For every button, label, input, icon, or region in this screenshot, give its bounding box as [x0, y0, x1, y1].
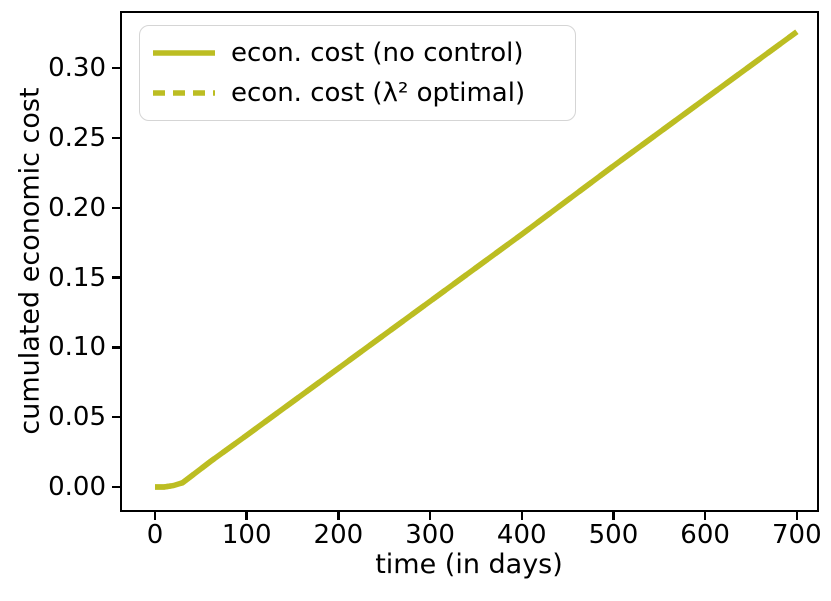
series-line-1 — [155, 29, 799, 490]
x-tick-label: 300 — [405, 520, 455, 550]
chart-lines — [155, 29, 799, 490]
y-tick-mark — [112, 66, 120, 70]
x-tick-label: 500 — [588, 520, 639, 550]
dashed-line-icon — [153, 90, 215, 96]
legend: econ. cost (no control) econ. cost (λ² o… — [139, 25, 576, 121]
y-tick-label: 0.25 — [48, 122, 106, 153]
y-tick-label: 0.20 — [48, 192, 106, 223]
x-tick-mark — [428, 512, 432, 520]
x-axis-label: time (in days) — [375, 549, 563, 580]
x-tick-label: 0 — [146, 520, 164, 550]
y-tick-mark — [112, 485, 120, 489]
x-tick-mark — [153, 512, 157, 520]
y-tick-label: 0.30 — [48, 53, 106, 84]
y-tick-label: 0.10 — [48, 332, 106, 363]
plot-area: econ. cost (no control) econ. cost (λ² o… — [120, 11, 819, 512]
x-tick-mark — [703, 512, 707, 520]
x-tick-mark — [795, 512, 799, 520]
y-tick-mark — [112, 206, 120, 209]
legend-item-optimal: econ. cost (λ² optimal) — [140, 78, 575, 108]
x-tick-mark — [245, 512, 248, 520]
y-tick-mark — [112, 415, 120, 419]
legend-label-no-control: econ. cost (no control) — [231, 38, 524, 68]
solid-line-icon — [153, 50, 215, 56]
x-tick-label: 700 — [772, 520, 822, 550]
x-tick-label: 200 — [313, 520, 364, 550]
x-tick-mark — [337, 512, 340, 520]
y-tick-label: 0.00 — [48, 471, 106, 502]
y-tick-mark — [112, 346, 120, 349]
y-tick-label: 0.15 — [48, 262, 106, 293]
y-tick-mark — [112, 136, 120, 140]
x-tick-mark — [612, 512, 615, 520]
legend-item-no-control: econ. cost (no control) — [140, 38, 575, 68]
y-tick-label: 0.05 — [48, 402, 106, 433]
legend-label-optimal: econ. cost (λ² optimal) — [231, 78, 526, 108]
x-tick-label: 100 — [221, 520, 272, 550]
x-tick-mark — [520, 512, 523, 520]
x-tick-label: 400 — [496, 520, 547, 550]
y-tick-mark — [112, 276, 120, 279]
x-tick-label: 600 — [680, 520, 730, 550]
